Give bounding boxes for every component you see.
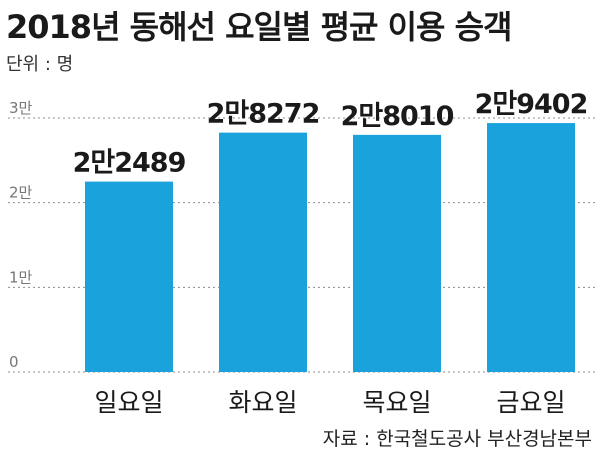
bar — [487, 123, 575, 372]
bar — [219, 132, 307, 372]
y-tick-label: 3만 — [9, 99, 33, 117]
source-note: 자료 : 한국철도공사 부산경남본부 — [322, 428, 592, 450]
y-tick-label: 2만 — [9, 184, 33, 202]
x-tick-label: 목요일 — [362, 388, 431, 417]
chart-title: 2018년 동해선 요일별 평균 이용 승객 — [6, 8, 512, 46]
data-label: 2만2489 — [73, 148, 186, 179]
x-axis-ticks: 일요일 화요일 목요일 금요일 — [94, 388, 565, 417]
data-labels: 2만2489 2만8272 2만8010 2만9402 — [73, 89, 589, 179]
unit-label: 단위 : 명 — [6, 54, 74, 75]
bar — [85, 181, 173, 372]
x-tick-label: 화요일 — [228, 388, 297, 417]
y-tick-label: 0 — [9, 353, 19, 371]
x-tick-label: 일요일 — [94, 388, 163, 417]
data-label: 2만8010 — [341, 101, 454, 132]
y-tick-label: 1만 — [9, 268, 33, 286]
bar — [353, 134, 441, 372]
bars — [85, 123, 575, 372]
x-tick-label: 금요일 — [496, 388, 565, 417]
data-label: 2만8272 — [207, 99, 320, 130]
data-label: 2만9402 — [475, 89, 588, 120]
